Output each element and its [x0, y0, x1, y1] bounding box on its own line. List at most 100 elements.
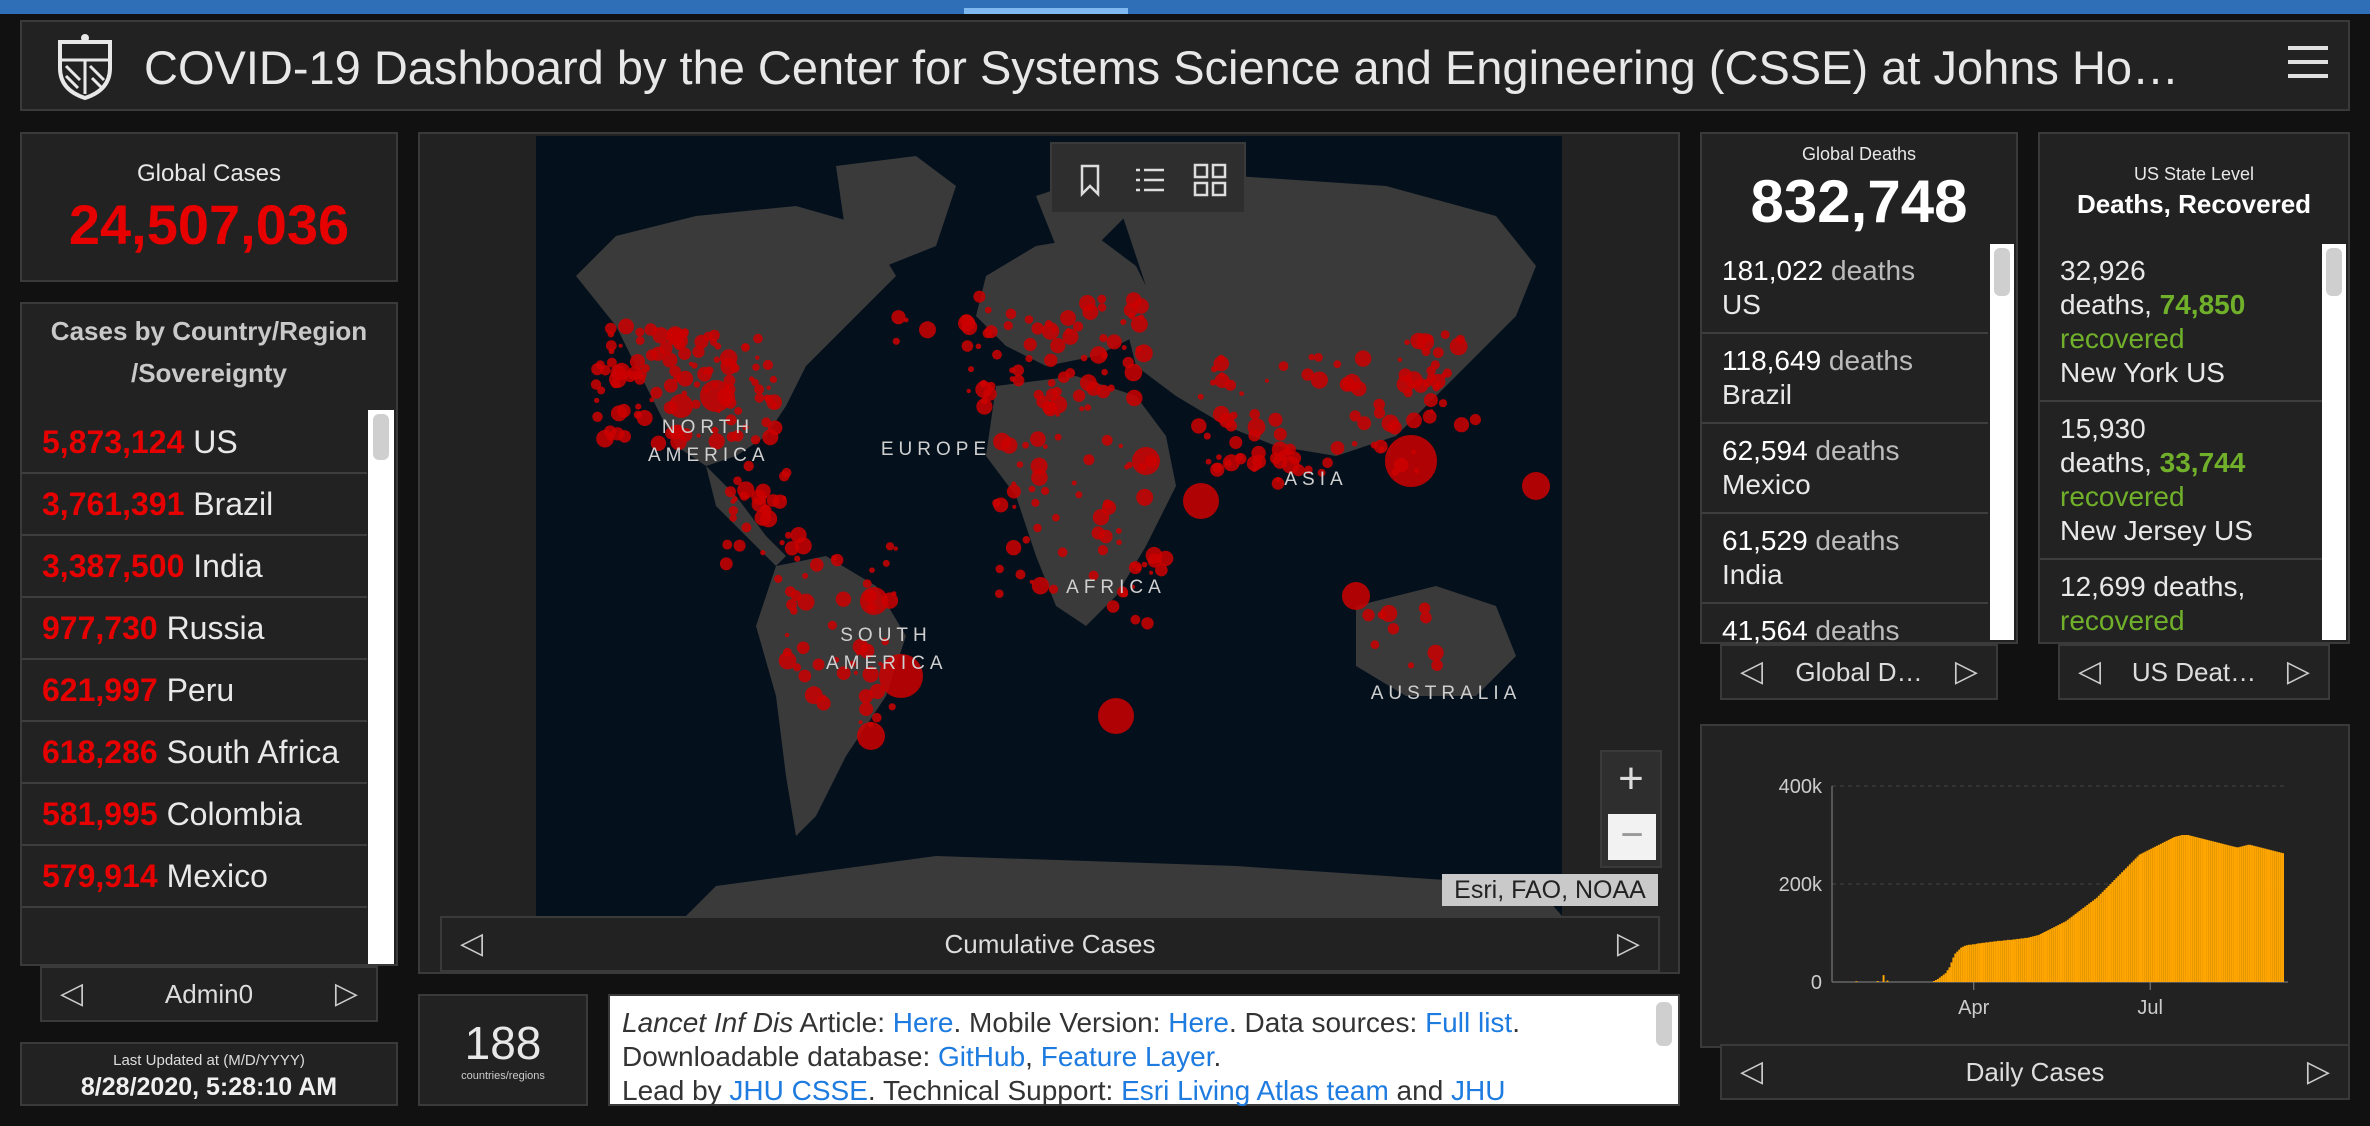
list-item[interactable]: 41,564 deaths: [1702, 604, 1988, 644]
info-text-segment: and: [1388, 1075, 1452, 1106]
case-marker: [635, 403, 642, 410]
chart-bar: [1979, 943, 1982, 982]
case-marker: [1120, 319, 1127, 325]
chevron-left-icon[interactable]: ◁: [60, 977, 84, 1010]
scrollbar-thumb[interactable]: [2326, 248, 2342, 296]
continent-label: ASIA: [1284, 469, 1348, 490]
antarctica-land: [686, 856, 1562, 916]
scrollbar-thumb[interactable]: [1656, 1002, 1672, 1046]
death-count: 15,930: [2060, 413, 2146, 444]
chart-bar: [2033, 935, 2036, 982]
scrollbar-thumb[interactable]: [373, 414, 389, 460]
map-canvas[interactable]: [536, 136, 1562, 916]
chart-bar: [2159, 843, 2162, 982]
case-marker: [1310, 371, 1328, 389]
list-item[interactable]: 12,699 deaths, recovered: [2040, 560, 2322, 644]
chart-bar: [2076, 912, 2079, 982]
chart-bar: [2245, 845, 2248, 982]
us-state-list[interactable]: 32,926 deaths, 74,850 recovered New York…: [2040, 244, 2322, 644]
jhu-link[interactable]: JHU: [1451, 1075, 1506, 1106]
chart-bar: [2053, 927, 2056, 982]
chart-bar: [2167, 839, 2170, 982]
deaths-word: deaths,: [2153, 571, 2246, 602]
y-tick-label: 400k: [1779, 776, 1823, 798]
case-marker: [891, 310, 906, 325]
list-item[interactable]: 3,761,391 Brazil: [22, 474, 367, 536]
chart-bar: [2057, 925, 2060, 982]
list-item[interactable]: 118,649 deaths Brazil: [1702, 334, 1988, 424]
case-marker: [1106, 334, 1122, 350]
chart-bar: [2243, 845, 2246, 982]
case-marker: [752, 363, 760, 371]
basemap-gallery-icon[interactable]: [1192, 162, 1228, 198]
chart-bar: [2124, 868, 2127, 982]
deaths-list[interactable]: 181,022 deaths US 118,649 deaths Brazil 62…: [1702, 244, 1988, 644]
mobile-version-link[interactable]: Here: [1168, 1007, 1229, 1038]
list-item[interactable]: 3,387,500 India: [22, 536, 367, 598]
list-item[interactable]: 62,594 deaths Mexico: [1702, 424, 1988, 514]
bookmark-icon[interactable]: [1072, 162, 1108, 198]
case-marker: [1124, 363, 1143, 382]
list-item[interactable]: 181,022 deaths US: [1702, 244, 1988, 334]
list-item[interactable]: 5,873,124 US: [22, 412, 367, 474]
chevron-right-icon[interactable]: ▷: [2306, 1055, 2330, 1088]
info-panel: Lancet Inf Dis Article: Here. Mobile Ver…: [608, 994, 1680, 1106]
case-marker: [1072, 389, 1086, 402]
chevron-right-icon[interactable]: ▷: [1616, 927, 1640, 960]
chart-bar: [2173, 836, 2176, 982]
country-list[interactable]: 5,873,124 US 3,761,391 Brazil 3,387,500 …: [22, 412, 367, 908]
full-list-link[interactable]: Full list: [1425, 1007, 1513, 1038]
list-item[interactable]: 621,997 Peru: [22, 660, 367, 722]
deaths-list-scrollbar[interactable]: [1990, 244, 2014, 640]
zoom-out-button[interactable]: −: [1608, 814, 1656, 860]
global-deaths-panel: Global Deaths 832,748 181,022 deaths US 1…: [1700, 132, 2018, 644]
list-item[interactable]: 579,914 Mexico: [22, 846, 367, 908]
country-list-scrollbar[interactable]: [368, 410, 394, 964]
case-marker: [1118, 443, 1123, 449]
chevron-left-icon[interactable]: ◁: [1740, 655, 1764, 688]
case-marker: [1273, 427, 1287, 441]
chart-bar: [1993, 941, 1996, 982]
chart-bar: [2225, 844, 2228, 982]
chevron-left-icon[interactable]: ◁: [1740, 1055, 1764, 1088]
case-marker: [763, 394, 770, 401]
case-count: 618,286: [42, 734, 158, 770]
jhu-csse-link[interactable]: JHU CSSE: [729, 1075, 868, 1106]
info-scrollbar[interactable]: [1650, 996, 1678, 1104]
case-marker: [1430, 360, 1440, 370]
hamburger-menu-icon[interactable]: [2288, 46, 2328, 86]
list-item[interactable]: 581,995 Colombia: [22, 784, 367, 846]
recovered-word: recovered: [2060, 481, 2185, 512]
chevron-right-icon[interactable]: ▷: [1954, 655, 1978, 688]
case-marker: [985, 306, 992, 314]
chevron-left-icon[interactable]: ◁: [460, 927, 484, 960]
continent-label: AUSTRALIA: [1370, 683, 1522, 704]
case-marker: [827, 620, 837, 630]
case-marker: [835, 591, 852, 607]
chevron-right-icon[interactable]: ▷: [2286, 655, 2310, 688]
esri-team-link[interactable]: Esri Living Atlas team: [1121, 1075, 1389, 1106]
chevron-right-icon[interactable]: ▷: [334, 977, 358, 1010]
list-item[interactable]: 977,730 Russia: [22, 598, 367, 660]
list-item[interactable]: 15,930 deaths, 33,744 recovered New Jers…: [2040, 402, 2322, 560]
scrollbar-thumb[interactable]: [1994, 248, 2010, 296]
zoom-in-button[interactable]: +: [1618, 754, 1644, 803]
world-map[interactable]: NORTH AMERICA EUROPE ASIA AFRICA SOUTH A…: [536, 136, 1562, 916]
case-marker: [1239, 391, 1244, 396]
us-state-scrollbar[interactable]: [2322, 244, 2346, 640]
article-link[interactable]: Here: [892, 1007, 954, 1038]
chevron-left-icon[interactable]: ◁: [2078, 655, 2102, 688]
list-item[interactable]: 618,286 South Africa: [22, 722, 367, 784]
case-marker: [1012, 364, 1024, 377]
chart-bar: [2045, 931, 2048, 982]
chart-bar: [2274, 851, 2277, 982]
case-marker: [1438, 399, 1448, 408]
case-marker: [858, 689, 874, 704]
list-item[interactable]: 32,926 deaths, 74,850 recovered New York…: [2040, 244, 2322, 402]
list-item[interactable]: 61,529 deaths India: [1702, 514, 1988, 604]
list-icon[interactable]: [1132, 162, 1168, 198]
chart-bar: [2154, 846, 2157, 982]
github-link[interactable]: GitHub: [938, 1041, 1026, 1072]
feature-layer-link[interactable]: Feature Layer: [1040, 1041, 1214, 1072]
countries-count-label: countries/regions: [461, 1070, 545, 1082]
